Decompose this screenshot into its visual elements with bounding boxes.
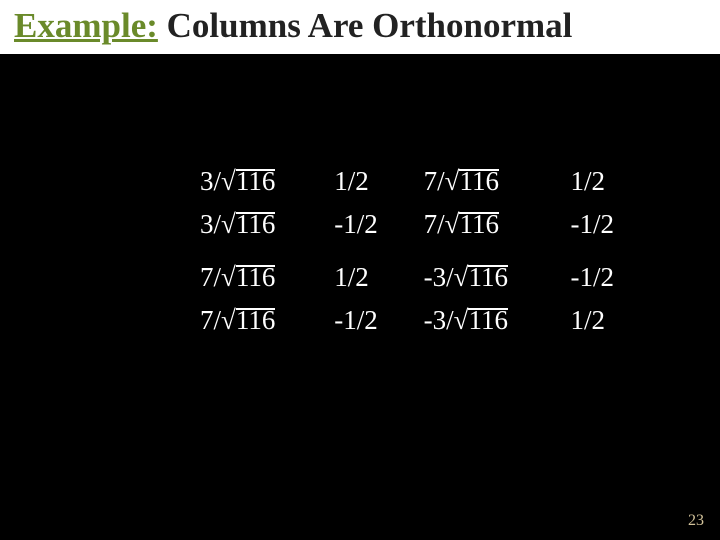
matrix-cell: 7/√116 — [190, 256, 324, 299]
table-row: 3/√116 1/2 7/√116 1/2 — [190, 160, 650, 203]
matrix-table: 3/√116 1/2 7/√116 1/2 3/√116 -1/2 7/√116… — [190, 160, 650, 342]
matrix-cell: -1/2 — [324, 203, 413, 246]
matrix-table-container: 3/√116 1/2 7/√116 1/2 3/√116 -1/2 7/√116… — [190, 160, 650, 342]
title-accent: Example: — [14, 6, 158, 45]
table-row: 7/√116 1/2 -3/√116 -1/2 — [190, 256, 650, 299]
matrix-cell: 1/2 — [561, 160, 650, 203]
matrix-cell: 3/√116 — [190, 203, 324, 246]
matrix-cell: 1/2 — [324, 160, 413, 203]
page-number: 23 — [688, 512, 704, 530]
matrix-cell: -1/2 — [561, 203, 650, 246]
matrix-cell: -3/√116 — [414, 256, 561, 299]
matrix-cell: -1/2 — [324, 299, 413, 342]
title-bar: Example: Columns Are Orthonormal — [0, 0, 720, 54]
matrix-cell: 7/√116 — [414, 160, 561, 203]
row-gap — [190, 246, 650, 256]
matrix-cell: 7/√116 — [190, 299, 324, 342]
table-row: 7/√116 -1/2 -3/√116 1/2 — [190, 299, 650, 342]
matrix-cell: 7/√116 — [414, 203, 561, 246]
matrix-cell: 1/2 — [324, 256, 413, 299]
slide-title: Example: Columns Are Orthonormal — [14, 6, 572, 45]
matrix-cell: -1/2 — [561, 256, 650, 299]
matrix-cell: 3/√116 — [190, 160, 324, 203]
matrix-cell: -3/√116 — [414, 299, 561, 342]
title-rest: Columns Are Orthonormal — [158, 6, 573, 45]
table-row: 3/√116 -1/2 7/√116 -1/2 — [190, 203, 650, 246]
matrix-cell: 1/2 — [561, 299, 650, 342]
